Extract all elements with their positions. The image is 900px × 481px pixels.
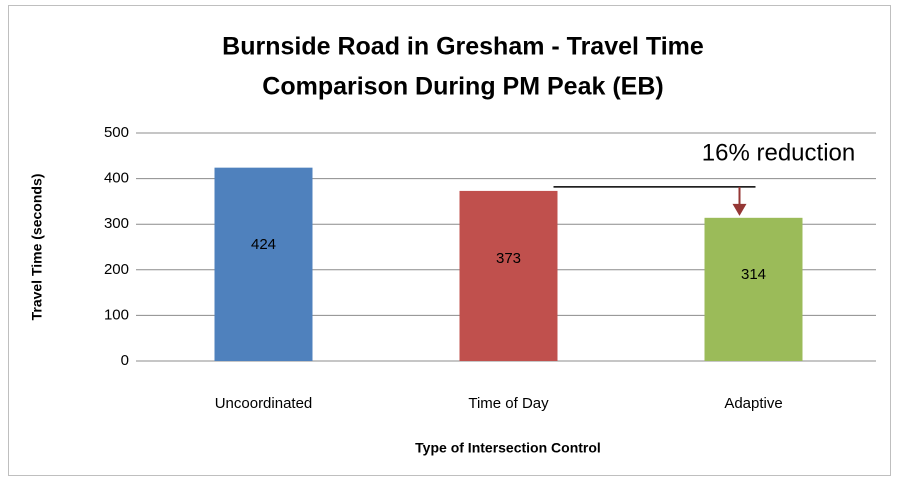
bar (214, 167, 313, 361)
data-label: 373 (496, 250, 521, 267)
chart-title: Comparison During PM Peak (EB) (262, 73, 663, 101)
y-tick-label: 300 (104, 215, 129, 232)
chart-title: Burnside Road in Gresham - Travel Time (222, 33, 704, 61)
x-axis-title: Type of Intersection Control (415, 440, 601, 456)
y-tick-label: 100 (104, 306, 129, 323)
chart-border (8, 5, 891, 476)
x-tick-label: Time of Day (468, 395, 549, 412)
y-axis-title: Travel Time (seconds) (29, 174, 45, 321)
bar (459, 190, 558, 361)
annotation-arrowhead (732, 203, 747, 216)
annotation: 16% reduction (702, 139, 855, 166)
y-tick-label: 500 (104, 124, 129, 141)
y-tick-label: 0 (121, 352, 129, 369)
x-tick-label: Adaptive (724, 395, 782, 412)
data-label: 314 (741, 266, 766, 283)
y-tick-label: 200 (104, 261, 129, 278)
y-tick-label: 400 (104, 170, 129, 187)
x-tick-label: Uncoordinated (215, 395, 313, 412)
data-label: 424 (251, 236, 276, 253)
bar (704, 217, 803, 361)
